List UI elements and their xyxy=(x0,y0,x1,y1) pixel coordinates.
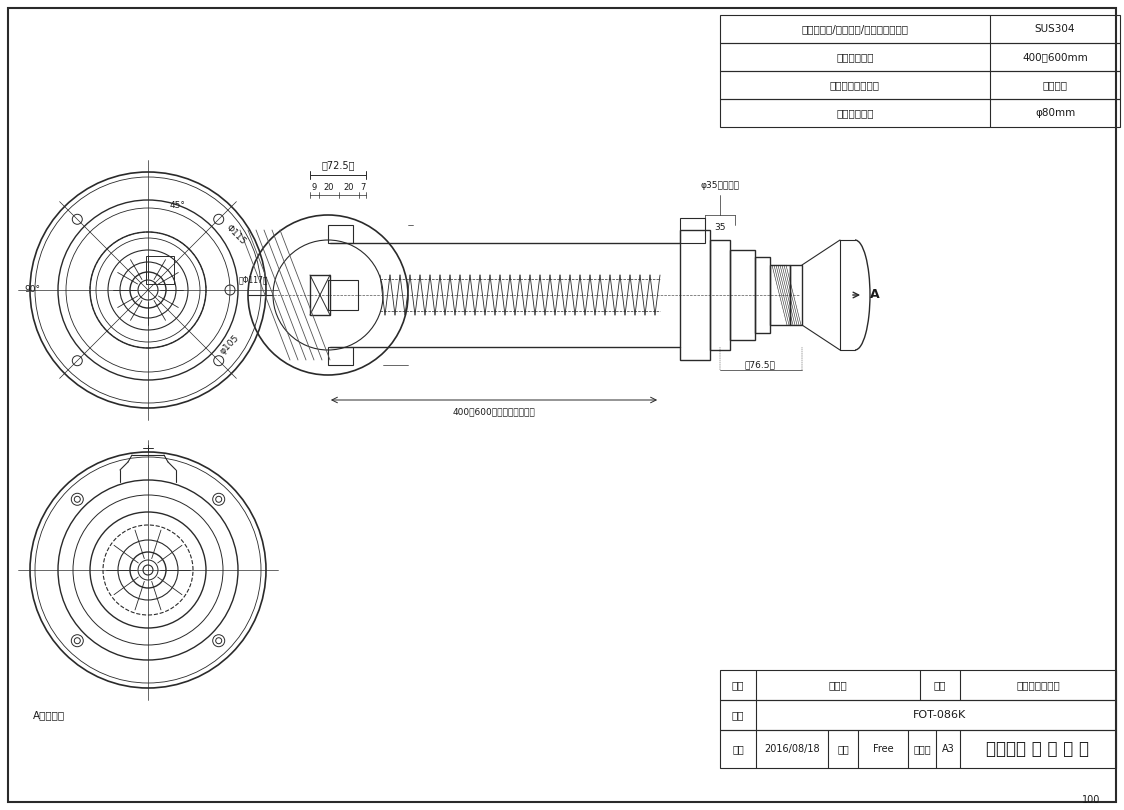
Bar xyxy=(146,256,174,284)
Text: 400〜600（壁厚調整範囲）: 400〜600（壁厚調整範囲） xyxy=(453,407,535,416)
Text: FOT-086K: FOT-086K xyxy=(914,710,967,720)
Text: 名称: 名称 xyxy=(732,680,744,690)
Bar xyxy=(720,71,1120,99)
Text: 外観図: 外観図 xyxy=(828,680,847,690)
Text: 壁厚調整範囲: 壁厚調整範囲 xyxy=(836,52,873,62)
Bar xyxy=(680,218,705,243)
Text: ウォールトップ: ウォールトップ xyxy=(1016,680,1060,690)
Bar xyxy=(720,43,1120,71)
Text: 排気吹き出し方向: 排気吹き出し方向 xyxy=(830,80,880,90)
Text: 100: 100 xyxy=(1081,795,1100,805)
Bar xyxy=(720,99,1120,127)
Text: 7: 7 xyxy=(360,182,365,191)
Text: φ80mm: φ80mm xyxy=(1035,108,1076,118)
Bar xyxy=(680,230,710,360)
Bar xyxy=(720,15,1120,43)
Text: 90°: 90° xyxy=(24,285,40,295)
Text: 2016/08/18: 2016/08/18 xyxy=(764,744,819,754)
Bar xyxy=(310,275,330,315)
Text: 20: 20 xyxy=(344,182,354,191)
Text: 壁貫通部穴径: 壁貫通部穴径 xyxy=(836,108,873,118)
Text: 20: 20 xyxy=(324,182,334,191)
Bar xyxy=(790,265,803,325)
Bar xyxy=(770,265,790,325)
Text: 400〜600mm: 400〜600mm xyxy=(1022,52,1088,62)
Text: 作成: 作成 xyxy=(732,744,744,754)
Text: （72.5）: （72.5） xyxy=(321,160,355,170)
Bar xyxy=(720,700,1116,730)
Text: （Φ117）: （Φ117） xyxy=(238,275,268,284)
Text: A: A xyxy=(870,288,880,301)
Text: サイズ: サイズ xyxy=(913,744,931,754)
Bar xyxy=(328,280,359,310)
Text: Free: Free xyxy=(872,744,894,754)
Text: φ35（外径）: φ35（外径） xyxy=(700,181,740,190)
Bar xyxy=(328,225,353,243)
Text: φ105: φ105 xyxy=(218,334,242,356)
Text: 材質（本体/スリーブ/チャンバー室）: 材質（本体/スリーブ/チャンバー室） xyxy=(801,24,908,34)
Bar xyxy=(720,730,1116,768)
Text: Φ115: Φ115 xyxy=(225,224,247,247)
Text: 9: 9 xyxy=(311,182,317,191)
Bar xyxy=(710,240,729,350)
Text: Aカラ見ル: Aカラ見ル xyxy=(33,710,65,720)
Bar xyxy=(720,670,1116,700)
Text: A3: A3 xyxy=(942,744,954,754)
Text: 45°: 45° xyxy=(170,201,185,210)
Text: 斜め全周: 斜め全周 xyxy=(1042,80,1068,90)
Text: （76.5）: （76.5） xyxy=(744,360,776,369)
Text: SUS304: SUS304 xyxy=(1035,24,1076,34)
Text: 35: 35 xyxy=(714,224,726,232)
Bar xyxy=(729,250,755,340)
Text: 品名: 品名 xyxy=(934,680,946,690)
Bar xyxy=(328,347,353,365)
Text: リンナイ 株 式 会 社: リンナイ 株 式 会 社 xyxy=(987,740,1089,758)
Text: 型式: 型式 xyxy=(732,710,744,720)
Bar xyxy=(755,257,770,333)
Text: 尺度: 尺度 xyxy=(837,744,849,754)
